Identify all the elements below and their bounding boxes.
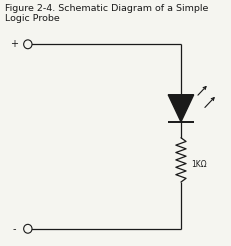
Circle shape	[24, 224, 32, 233]
Text: Figure 2-4. Schematic Diagram of a Simple: Figure 2-4. Schematic Diagram of a Simpl…	[5, 4, 207, 13]
Polygon shape	[167, 95, 193, 122]
Circle shape	[24, 40, 32, 49]
Text: -: -	[12, 224, 16, 234]
Text: Logic Probe: Logic Probe	[5, 14, 59, 23]
Text: +: +	[10, 39, 18, 49]
Text: 1KΩ: 1KΩ	[191, 160, 206, 169]
